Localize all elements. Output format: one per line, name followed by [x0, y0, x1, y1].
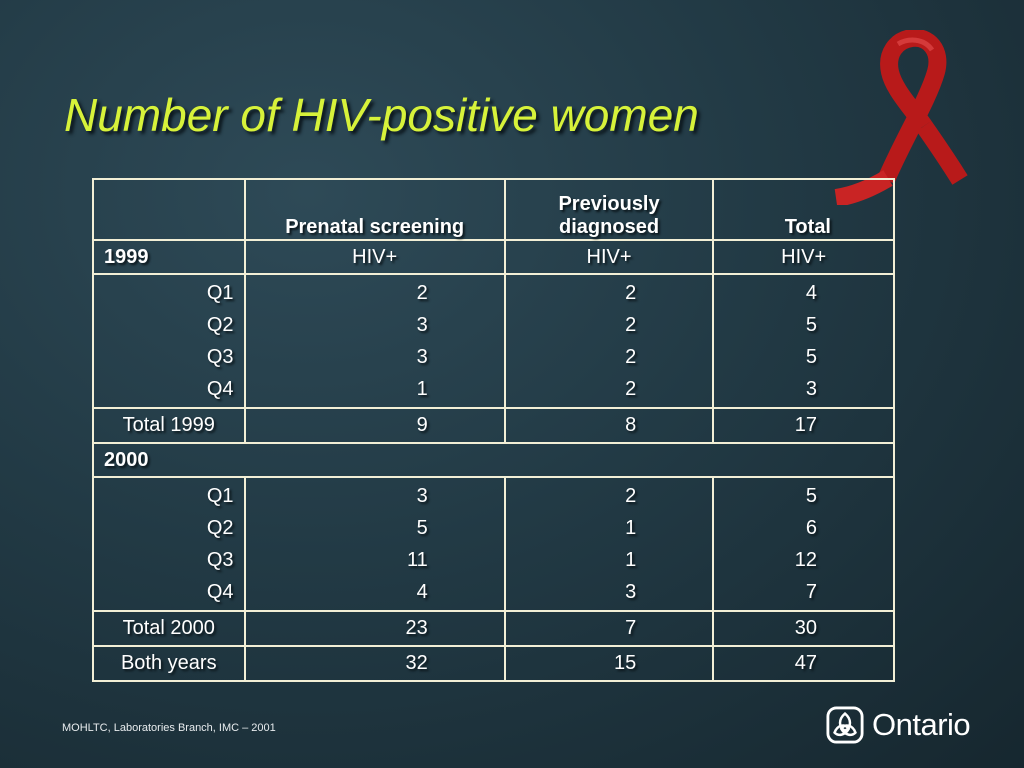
- total-value: 6: [712, 512, 895, 544]
- grand-total: 30: [712, 610, 895, 647]
- total-value: 12: [712, 544, 895, 576]
- prenatal-value: 1: [243, 373, 506, 409]
- prenatal-value: 11: [243, 544, 506, 576]
- unit-label: HIV+: [503, 239, 715, 275]
- quarter-label: Q2: [92, 512, 246, 544]
- quarter-label: Q1: [92, 273, 246, 309]
- quarter-label: Q4: [92, 373, 246, 409]
- table-row: Q4 4 3 7: [92, 576, 895, 612]
- previously-value: 2: [503, 373, 715, 409]
- total-1999-row: Total 1999 9 8 17: [92, 407, 895, 444]
- previously-total: 7: [503, 610, 715, 647]
- quarter-label: Q1: [92, 476, 246, 512]
- prenatal-value: 2: [243, 273, 506, 309]
- quarter-label: Q3: [92, 341, 246, 373]
- previously-value: 2: [503, 341, 715, 373]
- total-value: 5: [712, 341, 895, 373]
- prenatal-value: 3: [243, 476, 506, 512]
- total-value: 4: [712, 273, 895, 309]
- header-total: Total: [712, 178, 895, 241]
- year-label: 1999: [92, 239, 246, 275]
- quarter-label: Q4: [92, 576, 246, 612]
- previously-total: 8: [503, 407, 715, 444]
- prenatal-value: 4: [243, 576, 506, 612]
- previously-total: 15: [503, 645, 715, 682]
- header-empty: [92, 178, 246, 241]
- header-previously-line1: Previously: [558, 193, 660, 215]
- header-previously-diagnosed: Previously diagnosed: [503, 178, 715, 241]
- both-years-row: Both years 32 15 47: [92, 645, 895, 682]
- footer-credit: MOHLTC, Laboratories Branch, IMC – 2001: [62, 722, 276, 734]
- prenatal-total: 9: [243, 407, 506, 444]
- total-2000-row: Total 2000 23 7 30: [92, 610, 895, 647]
- total-value: 3: [712, 373, 895, 409]
- prenatal-total: 32: [243, 645, 506, 682]
- unit-label: HIV+: [712, 239, 895, 275]
- header-prenatal-screening: Prenatal screening: [243, 178, 506, 241]
- total-label: Total 1999: [92, 407, 246, 444]
- prenatal-value: 3: [243, 309, 506, 341]
- table-header-row: Prenatal screening Previously diagnosed …: [92, 178, 895, 241]
- table-row: Q2 3 2 5: [92, 309, 895, 341]
- table-row: Q3 11 1 12: [92, 544, 895, 576]
- previously-value: 3: [503, 576, 715, 612]
- prenatal-value: 5: [243, 512, 506, 544]
- year-label: 2000: [92, 442, 895, 478]
- year-2000-row: 2000: [92, 442, 895, 478]
- table-row: Q1 2 2 4: [92, 273, 895, 309]
- table-row: Q1 3 2 5: [92, 476, 895, 512]
- previously-value: 2: [503, 309, 715, 341]
- quarter-label: Q3: [92, 544, 246, 576]
- year-1999-row: 1999 HIV+ HIV+ HIV+: [92, 239, 895, 275]
- previously-value: 1: [503, 544, 715, 576]
- logo-text: Ontario: [872, 707, 971, 742]
- previously-value: 2: [503, 476, 715, 512]
- grand-total: 47: [712, 645, 895, 682]
- total-value: 7: [712, 576, 895, 612]
- previously-value: 1: [503, 512, 715, 544]
- unit-label: HIV+: [243, 239, 506, 275]
- ontario-logo: Ontario: [826, 704, 971, 746]
- prenatal-total: 23: [243, 610, 506, 647]
- grand-total: 17: [712, 407, 895, 444]
- table-row: Q2 5 1 6: [92, 512, 895, 544]
- both-years-label: Both years: [92, 645, 246, 682]
- hiv-data-table: Prenatal screening Previously diagnosed …: [92, 178, 895, 682]
- total-value: 5: [712, 476, 895, 512]
- previously-value: 2: [503, 273, 715, 309]
- prenatal-value: 3: [243, 341, 506, 373]
- total-value: 5: [712, 309, 895, 341]
- trillium-icon: [826, 706, 864, 744]
- table-row: Q4 1 2 3: [92, 373, 895, 409]
- total-label: Total 2000: [92, 610, 246, 647]
- page-title: Number of HIV-positive women: [64, 89, 699, 141]
- quarter-label: Q2: [92, 309, 246, 341]
- header-previously-line2: diagnosed: [559, 216, 660, 238]
- table-row: Q3 3 2 5: [92, 341, 895, 373]
